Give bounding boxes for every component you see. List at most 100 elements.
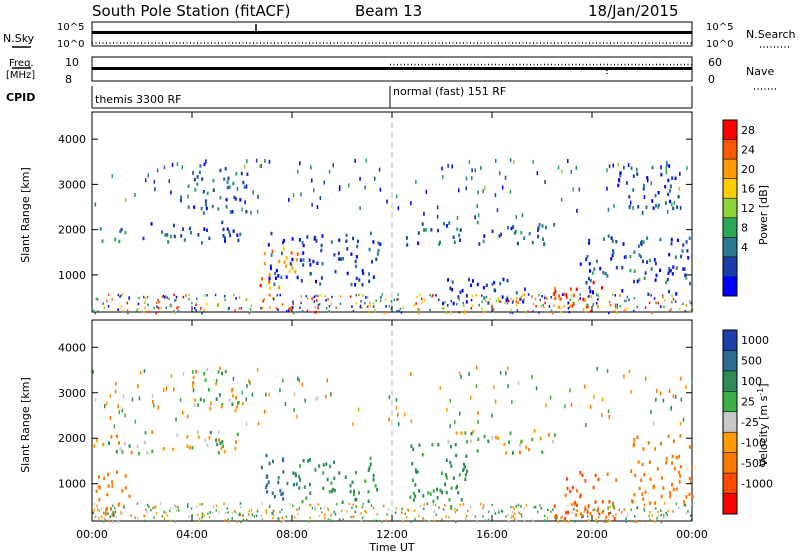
power-cell <box>294 270 297 274</box>
velocity-cell <box>326 477 329 482</box>
power-cell <box>417 241 420 245</box>
velocity-cell <box>106 506 108 511</box>
power-cell <box>225 198 228 202</box>
power-speckle-cell <box>176 162 179 167</box>
power-noise-cell <box>188 298 190 301</box>
power-noise-cell <box>546 297 548 300</box>
velocity-speckle-cell <box>357 407 360 412</box>
velocity-noise-cell <box>294 516 296 519</box>
power-noise-cell <box>328 305 331 308</box>
velocity-speckle-cell <box>163 387 165 392</box>
velocity-cell <box>483 434 486 439</box>
power-cell <box>206 228 208 232</box>
power-noise-cell <box>289 307 291 310</box>
power-cell <box>320 243 323 248</box>
power-cell <box>282 247 285 251</box>
power-cell <box>649 258 652 263</box>
power-cell <box>637 205 640 209</box>
velocity-noise-cell <box>643 509 646 512</box>
power-cell <box>670 241 673 246</box>
velocity-noise-cell <box>410 520 412 523</box>
power-speckle-cell <box>154 187 156 192</box>
velocity-cell <box>224 369 227 374</box>
power-cell <box>582 297 585 302</box>
power-cell <box>300 279 303 283</box>
power-noise-cell <box>352 309 355 313</box>
velocity-cell <box>512 451 514 455</box>
velocity-noise-cell <box>595 518 597 522</box>
power-noise-cell <box>553 304 555 307</box>
power-cell <box>643 183 646 188</box>
power-cell <box>671 272 674 276</box>
velocity-noise-cell <box>348 502 351 506</box>
velocity-cell <box>444 482 446 486</box>
power-speckle-cell <box>471 168 473 173</box>
power-noise-cell <box>227 307 230 311</box>
power-cell <box>228 185 231 189</box>
velocity-speckle-cell <box>268 392 270 397</box>
velocity-cell <box>188 445 191 450</box>
velocity-noise-cell <box>308 520 310 523</box>
power-noise-cell <box>300 301 302 305</box>
power-noise-cell <box>633 309 635 313</box>
power-cell <box>296 252 299 256</box>
velocity-cell <box>436 487 438 492</box>
power-cell <box>633 250 636 254</box>
velocity-noise-cell <box>523 519 526 523</box>
velocity-noise-cell <box>209 511 211 514</box>
power-cell <box>606 274 609 278</box>
velocity-cell <box>338 471 341 475</box>
power-noise-cell <box>248 311 251 315</box>
power-speckle-cell <box>379 187 382 192</box>
velocity-speckle-cell <box>113 424 116 429</box>
velocity-cell <box>193 403 196 407</box>
velocity-noise-cell <box>467 509 469 513</box>
power-noise-cell <box>471 294 474 298</box>
power-cell <box>270 231 273 236</box>
velocity-noise-cell <box>239 514 242 517</box>
velocity-cell <box>292 471 295 475</box>
power-cell <box>638 253 641 257</box>
power-cell <box>512 225 515 229</box>
power-noise-cell <box>491 304 493 307</box>
power-cell <box>610 257 613 261</box>
power-cell <box>513 231 516 235</box>
power-noise-cell <box>328 310 330 313</box>
power-cell <box>457 295 460 299</box>
power-cell <box>212 178 215 183</box>
power-speckle-cell <box>494 193 497 198</box>
velocity-noise-cell <box>319 507 322 510</box>
power-speckle-cell <box>476 204 478 208</box>
velocity-cell <box>634 473 637 478</box>
power-cell <box>183 238 186 242</box>
power-cell <box>445 224 448 228</box>
velocity-noise-cell <box>291 504 294 507</box>
velocity-cell <box>137 451 140 456</box>
power-noise-cell <box>144 301 146 304</box>
velocity-noise-cell <box>423 507 425 511</box>
velocity-cell <box>647 441 650 445</box>
velocity-cell <box>322 486 325 491</box>
velocity-noise-cell <box>114 506 116 510</box>
velocity-speckle-cell <box>92 369 94 374</box>
velocity-speckle-cell <box>151 394 154 398</box>
velocity-cell <box>281 491 284 496</box>
power-cell <box>285 256 288 260</box>
velocity-cell <box>460 431 463 435</box>
power-noise-cell <box>305 295 307 298</box>
velocity-cell <box>637 460 640 464</box>
power-cell <box>554 296 557 301</box>
velocity-noise-cell <box>360 512 362 515</box>
power-noise-cell <box>360 300 362 303</box>
velocity-noise-cell <box>560 516 562 520</box>
power-noise-cell <box>122 309 124 313</box>
power-cell <box>225 205 228 209</box>
power-cell <box>553 223 556 227</box>
velocity-noise-cell <box>150 509 152 512</box>
velocity-cell <box>669 494 672 499</box>
power-noise-cell <box>286 309 288 313</box>
power-noise-cell <box>147 303 149 307</box>
velocity-colorbar-swatch <box>723 350 737 372</box>
velocity-noise-cell <box>317 503 320 506</box>
power-noise-cell <box>450 299 452 303</box>
